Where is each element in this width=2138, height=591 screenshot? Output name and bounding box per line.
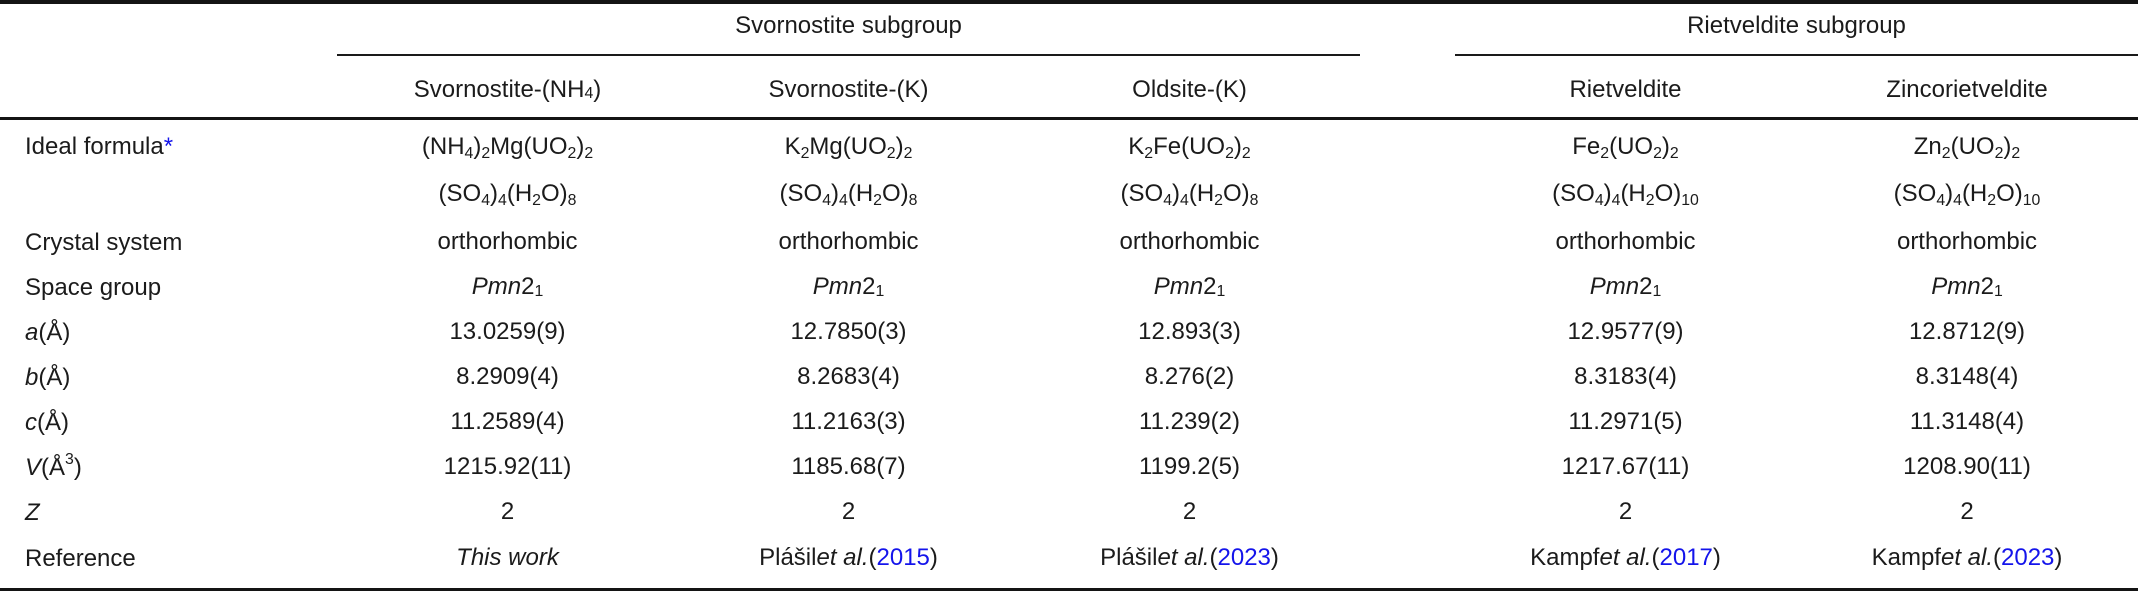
column-gap xyxy=(1360,265,1455,310)
column-gap xyxy=(1360,220,1455,265)
row-label: V (Å 3) xyxy=(25,451,82,481)
citation-link[interactable]: 2015 xyxy=(876,544,930,572)
citation-link[interactable]: 2023 xyxy=(2001,544,2055,572)
table-row-c-cell-length: c (Å) 11.2589(4) 11.2163(3) 11.239(2) 11… xyxy=(0,400,2138,445)
column-gap xyxy=(1360,310,1455,355)
table-cell: This work xyxy=(456,544,559,572)
table-row-crystal-system: Crystal system orthorhombic orthorhombic… xyxy=(0,220,2138,265)
table-cell: 11.239(2) xyxy=(1139,408,1240,436)
column-gap xyxy=(1360,120,1455,220)
row-label: c (Å) xyxy=(25,408,69,436)
column-header-spacer xyxy=(0,56,337,117)
table-cell: 8.2909(4) xyxy=(456,363,559,391)
table-cell: K2Mg(UO2)2 (SO4)4(H2O)8 xyxy=(779,133,918,210)
row-label: a (Å) xyxy=(25,318,71,346)
column-header-rietveldite: Rietveldite xyxy=(1569,75,1682,103)
table-cell: Plášil et al. (2023) xyxy=(1100,544,1279,572)
table-cell: Zn2(UO2)2 (SO4)4(H2O)10 xyxy=(1893,133,2041,210)
table-cell: orthorhombic xyxy=(1119,228,1260,256)
table-cell: 11.3148(4) xyxy=(1909,408,2025,436)
column-gap xyxy=(1360,400,1455,445)
table-cell: 8.3183(4) xyxy=(1574,363,1677,391)
table-cell: 11.2589(4) xyxy=(450,408,565,436)
table-cell: 2 xyxy=(1618,498,1633,526)
table-cell: 8.2683(4) xyxy=(797,363,900,391)
table-cell: 1217.67(11) xyxy=(1561,453,1690,481)
table-row-ideal-formula: Ideal formula * (NH4)2Mg(UO2)2 (SO4)4(H2O)… xyxy=(0,120,2138,220)
row-label: Ideal formula * xyxy=(25,133,174,160)
table-cell: Pmn 2 1 xyxy=(1931,273,2003,301)
table-cell: 13.0259(9) xyxy=(449,318,566,346)
column-header-svornostite-nh4: Svornostite-(NH 4) xyxy=(413,75,602,103)
table-cell: 12.7850(3) xyxy=(790,318,907,346)
column-header-svornostite-k: Svornostite-(K) xyxy=(768,75,929,103)
column-gap xyxy=(1360,56,1455,117)
table-cell: Pmn 2 1 xyxy=(1153,273,1226,301)
table-row-reference: Reference This work Plášil et al. (2015)… xyxy=(0,535,2138,582)
table-cell: 1199.2(5) xyxy=(1139,453,1240,481)
table-cell: (NH4)2Mg(UO2)2 (SO4)4(H2O)8 xyxy=(421,133,594,210)
row-label: Space group xyxy=(25,273,162,301)
citation-link[interactable]: 2023 xyxy=(1217,544,1271,572)
table-cell: Pmn 2 1 xyxy=(1589,273,1662,301)
table-cell: 1208.90(11) xyxy=(1903,453,2031,481)
table-cell: K2Fe(UO2)2 (SO4)4(H2O)8 xyxy=(1120,133,1259,210)
table-cell: orthorhombic xyxy=(1555,228,1696,256)
table-cell: 2 xyxy=(1960,498,1974,526)
table-row-space-group: Space group Pmn 2 1 Pmn 2 1 Pmn 2 1 Pmn 2 1 Pmn 2… xyxy=(0,265,2138,310)
column-gap xyxy=(1360,490,1455,535)
table-cell: 12.9577(9) xyxy=(1567,318,1684,346)
row-label: b (Å) xyxy=(25,363,71,391)
table-cell: orthorhombic xyxy=(778,228,919,256)
table-cell: 2 xyxy=(841,498,856,526)
column-gap xyxy=(1360,355,1455,400)
table-cell: Fe2(UO2)2 (SO4)4(H2O)10 xyxy=(1552,133,1699,210)
table-cell: 8.3148(4) xyxy=(1915,363,2019,391)
column-header-row: Svornostite-(NH 4) Svornostite-(K) Oldsit… xyxy=(0,56,2138,120)
table-cell: Pmn 2 1 xyxy=(812,273,885,301)
table-cell: 1215.92(11) xyxy=(443,453,572,481)
table-cell: 12.893(3) xyxy=(1138,318,1241,346)
row-label: Reference xyxy=(25,544,136,572)
table-cell: Kampf et al. (2023) xyxy=(1871,544,2063,572)
table-cell: 11.2163(3) xyxy=(791,408,906,436)
row-label: Crystal system xyxy=(25,228,183,256)
table-body: Ideal formula * (NH4)2Mg(UO2)2 (SO4)4(H2O)… xyxy=(0,120,2138,582)
table-cell: Kampf et al. (2017) xyxy=(1530,544,1721,572)
table-cell: 12.8712(9) xyxy=(1908,318,2026,346)
column-header-zincorietveldite: Zincorietveldite xyxy=(1886,75,2048,103)
table-cell: orthorhombic xyxy=(437,228,578,256)
table-row-volume: V (Å 3) 1215.92(11) 1185.68(7) 1199.2(5) … xyxy=(0,445,2138,490)
table-cell: Pmn 2 1 xyxy=(471,273,544,301)
table-cell: 8.276(2) xyxy=(1144,363,1235,391)
table-cell: Plášil et al. (2015) xyxy=(759,544,938,572)
subgroup-header-svornostite: Svornostite subgroup xyxy=(337,6,1360,56)
citation-link[interactable]: 2017 xyxy=(1659,544,1713,572)
subgroup-header-row: Svornostite subgroup Rietveldite subgrou… xyxy=(0,4,2138,56)
table-cell: 2 xyxy=(500,498,515,526)
table-row-b-cell-length: b (Å) 8.2909(4) 8.2683(4) 8.276(2) 8.318… xyxy=(0,355,2138,400)
table-cell: 2 xyxy=(1182,498,1197,526)
row-label: Z xyxy=(25,498,40,526)
column-gap xyxy=(1360,445,1455,490)
table-cell: orthorhombic xyxy=(1896,228,2038,256)
table-row-a-cell-length: a (Å) 13.0259(9) 12.7850(3) 12.893(3) 12… xyxy=(0,310,2138,355)
table-row-z: Z 2 2 2 2 2 xyxy=(0,490,2138,535)
column-header-oldsite-k: Oldsite-(K) xyxy=(1132,75,1247,103)
citation-link[interactable]: * xyxy=(163,133,174,160)
table-cell: 11.2971(5) xyxy=(1568,408,1683,436)
table-cell: 1185.68(7) xyxy=(791,453,906,481)
column-gap xyxy=(1360,535,1455,582)
subgroup-header-rietveldite: Rietveldite subgroup xyxy=(1455,6,2138,56)
